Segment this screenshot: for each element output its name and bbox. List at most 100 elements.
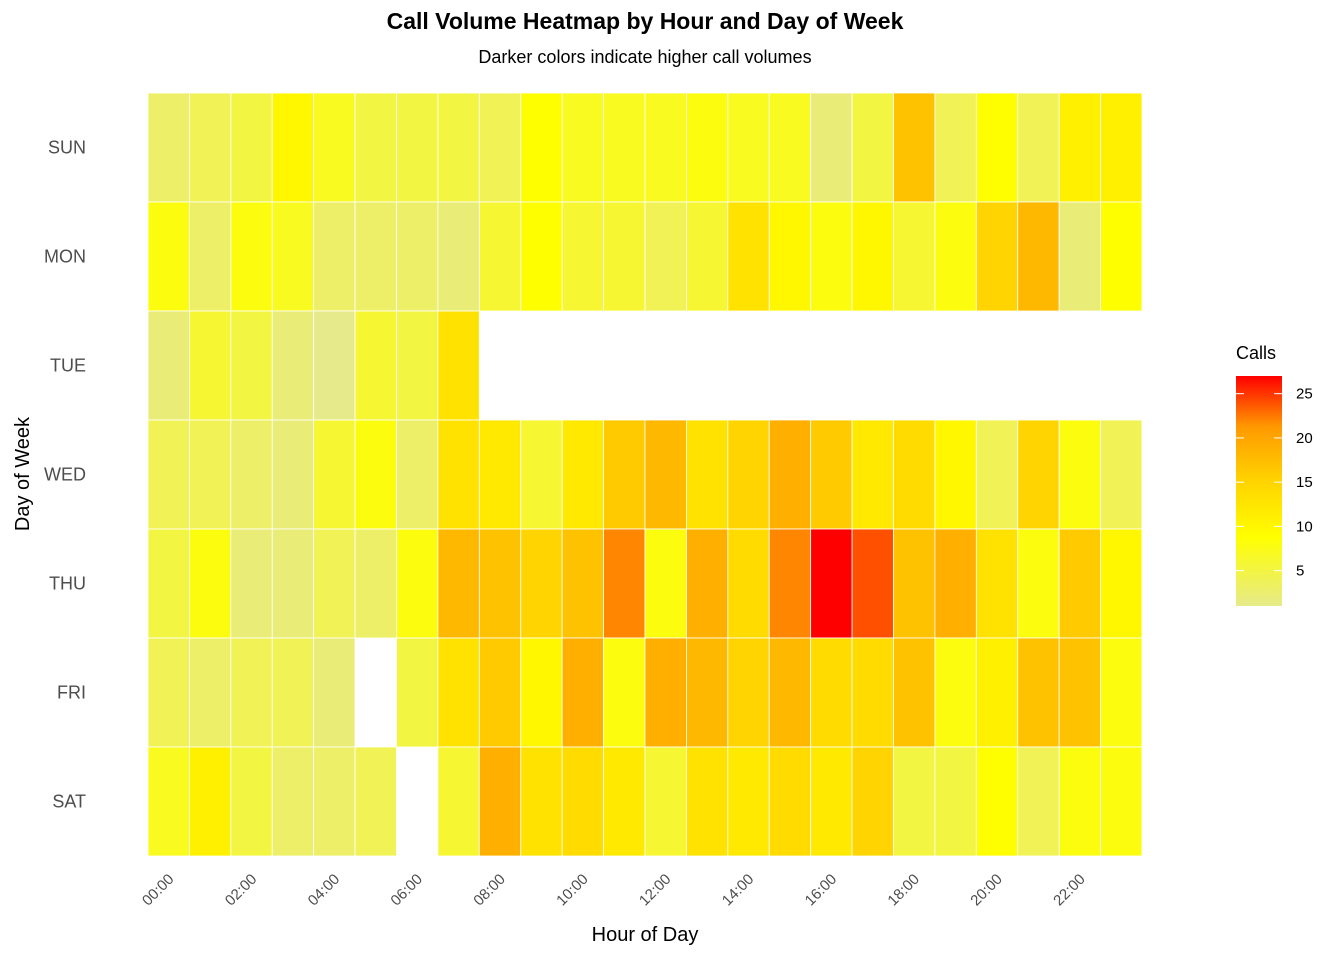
- heatmap-cell: [147, 637, 190, 748]
- x-tick-label: 06:00: [387, 871, 426, 910]
- heatmap-cell: [396, 92, 439, 203]
- legend-tick-label: 15: [1296, 474, 1313, 491]
- heatmap-cell: [561, 637, 604, 748]
- heatmap-cell: [1100, 201, 1143, 312]
- heatmap-cell: [271, 201, 315, 312]
- heatmap-cell: [603, 528, 646, 639]
- x-tick-label: 08:00: [470, 871, 509, 910]
- heatmap-cell: [934, 746, 977, 857]
- heatmap-cell: [768, 419, 812, 530]
- legend-tick-label: 25: [1296, 386, 1313, 403]
- heatmap-cell: [1017, 201, 1060, 312]
- heatmap-cell: [644, 637, 687, 748]
- heatmap-cell: [1058, 746, 1101, 857]
- heatmap-cell: [189, 637, 232, 748]
- y-axis-title: Day of Week: [12, 416, 34, 531]
- heatmap-cell: [354, 201, 397, 312]
- heatmap-cell: [396, 201, 439, 312]
- heatmap-cell: [975, 92, 1019, 203]
- heatmap-cell: [561, 528, 604, 639]
- heatmap-cell: [686, 92, 729, 203]
- heatmap-cell: [603, 637, 646, 748]
- legend-tick-label: 5: [1296, 563, 1304, 580]
- heatmap-cell: [768, 92, 812, 203]
- heatmap-cell: [396, 528, 439, 639]
- heatmap-cell: [354, 746, 397, 857]
- legend-tick-label: 20: [1296, 430, 1313, 447]
- heatmap-cell: [313, 92, 356, 203]
- heatmap-cell: [1058, 92, 1101, 203]
- heatmap-cell: [893, 528, 936, 639]
- heatmap-cell: [147, 201, 190, 312]
- y-tick-label: FRI: [57, 683, 86, 703]
- legend-title: Calls: [1236, 343, 1276, 363]
- heatmap-cell: [1100, 528, 1143, 639]
- heatmap-cell: [147, 419, 190, 530]
- heatmap-cell: [354, 419, 397, 530]
- heatmap-cell: [975, 528, 1019, 639]
- heatmap-cell: [810, 419, 853, 530]
- heatmap-cell: [810, 637, 853, 748]
- heatmap-cell: [147, 92, 190, 203]
- heatmap-cell: [644, 419, 687, 530]
- heatmap-cell: [189, 419, 232, 530]
- heatmap-cell: [478, 92, 522, 203]
- legend-colorbar: [1236, 376, 1282, 606]
- heatmap-cell: [147, 528, 190, 639]
- heatmap-cell: [189, 310, 232, 421]
- heatmap-cell: [230, 528, 273, 639]
- heatmap-cell: [851, 201, 894, 312]
- heatmap-cell: [768, 528, 812, 639]
- chart-subtitle: Darker colors indicate higher call volum…: [478, 47, 812, 67]
- heatmap-cell: [230, 637, 273, 748]
- heatmap-cell: [1100, 92, 1143, 203]
- x-axis-ticks: 00:00 02:00 04:00 06:00 08:00 10:00 12:00 14:00…: [139, 871, 1089, 910]
- heatmap-cell: [893, 419, 936, 530]
- heatmap-cell: [437, 637, 480, 748]
- heatmap-cell: [810, 92, 853, 203]
- heatmap-cell: [1058, 528, 1101, 639]
- heatmap-cell: [396, 419, 439, 530]
- heatmap-cell: [975, 746, 1019, 857]
- heatmap-cell: [727, 637, 770, 748]
- heatmap-cell: [354, 310, 397, 421]
- heatmap-cell: [686, 637, 729, 748]
- heatmap-cell: [313, 310, 356, 421]
- heatmap-cell: [1017, 528, 1060, 639]
- heatmap-cell: [437, 310, 480, 421]
- legend-ticks: 5 10 15 20 25: [1236, 386, 1313, 580]
- heatmap-cell: [644, 201, 687, 312]
- x-tick-label: 12:00: [636, 871, 675, 910]
- heatmap-cell: [189, 92, 232, 203]
- x-tick-label: 10:00: [553, 871, 592, 910]
- x-tick-label: 18:00: [884, 871, 923, 910]
- x-tick-label: 14:00: [719, 871, 758, 910]
- heatmap-cell: [934, 637, 977, 748]
- heatmap-cell: [354, 528, 397, 639]
- heatmap-cell: [478, 419, 522, 530]
- heatmap-cell: [603, 201, 646, 312]
- heatmap-cell: [893, 637, 936, 748]
- heatmap-cell: [727, 92, 770, 203]
- heatmap-cell: [189, 746, 232, 857]
- heatmap-cell: [520, 201, 563, 312]
- heatmap-cell: [934, 201, 977, 312]
- heatmap-cell: [934, 92, 977, 203]
- heatmap-cell: [727, 528, 770, 639]
- heatmap-cell: [603, 419, 646, 530]
- heatmap-cell: [1017, 746, 1060, 857]
- heatmap-cell: [437, 528, 480, 639]
- heatmap-cell: [520, 528, 563, 639]
- heatmap-cell: [768, 746, 812, 857]
- heatmap-cell: [975, 201, 1019, 312]
- heatmap-cell: [851, 419, 894, 530]
- x-tick-label: 20:00: [967, 871, 1006, 910]
- heatmap-cell: [768, 637, 812, 748]
- x-tick-label: 22:00: [1050, 871, 1089, 910]
- legend: Calls 5 10 15 20 25: [1236, 343, 1313, 606]
- heatmap-cell: [147, 746, 190, 857]
- heatmap-cell: [437, 201, 480, 312]
- heatmap-cell: [271, 637, 315, 748]
- heatmap-cell: [313, 201, 356, 312]
- heatmap-cell: [354, 92, 397, 203]
